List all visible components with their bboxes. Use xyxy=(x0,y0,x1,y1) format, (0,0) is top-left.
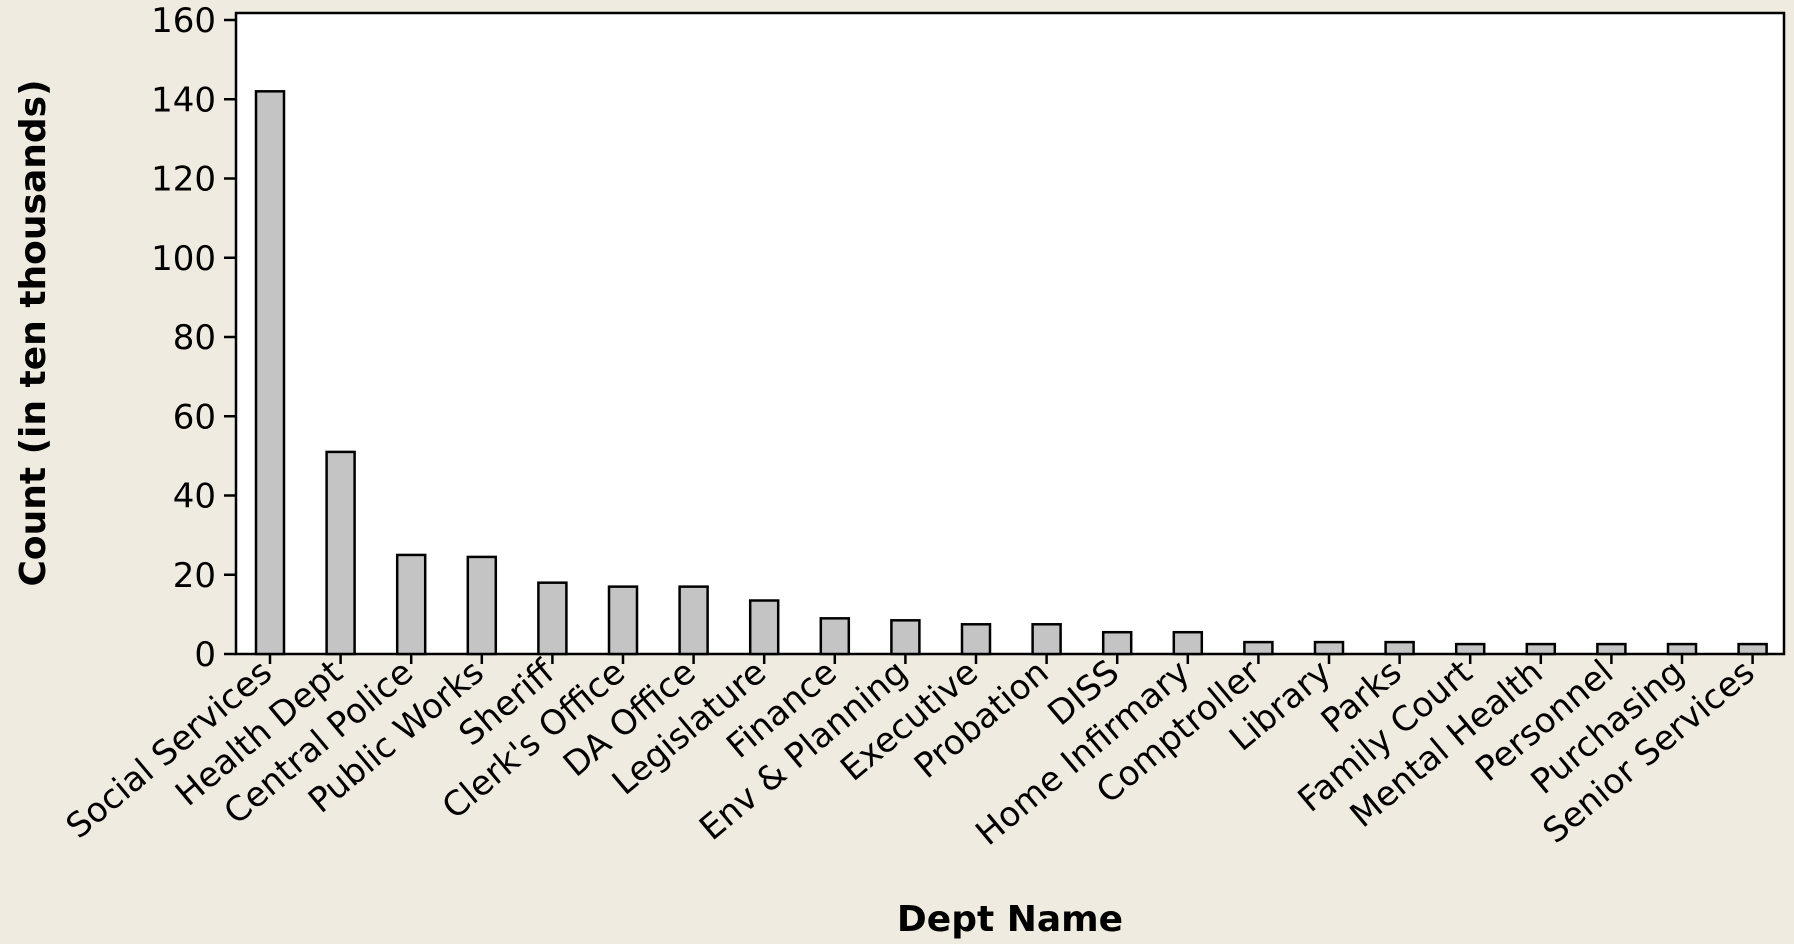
bar xyxy=(1737,642,1768,656)
bar xyxy=(607,585,639,656)
bar xyxy=(890,619,921,656)
y-tick-label: 120 xyxy=(151,160,216,200)
y-tick-label: 0 xyxy=(194,635,216,675)
bar xyxy=(1666,642,1698,656)
bar xyxy=(819,617,851,656)
bar xyxy=(1384,640,1415,656)
bar xyxy=(466,555,498,656)
y-tick-label: 60 xyxy=(173,397,216,437)
y-tick-label: 20 xyxy=(173,556,216,596)
bar xyxy=(1596,642,1627,656)
y-axis: 0 20 40 60 80 100 120 140 160 xyxy=(151,1,236,675)
bar xyxy=(1031,623,1062,656)
y-tick-label: 80 xyxy=(173,318,216,358)
y-tick-label: 100 xyxy=(151,239,216,279)
y-tick-label: 140 xyxy=(151,80,216,120)
bar xyxy=(960,623,992,656)
plot-area xyxy=(234,11,1786,656)
y-tick-label: 160 xyxy=(151,1,216,41)
bar xyxy=(325,450,356,656)
bar xyxy=(1243,640,1274,656)
x-axis-title: Dept Name xyxy=(897,899,1123,939)
bar xyxy=(678,585,709,656)
bar xyxy=(395,553,427,656)
bar xyxy=(1313,640,1345,656)
bar xyxy=(254,90,286,656)
bar xyxy=(748,599,780,656)
y-tick-label: 40 xyxy=(173,477,216,517)
bar xyxy=(1172,630,1204,656)
bar xyxy=(537,581,568,656)
bar xyxy=(1454,642,1486,656)
y-axis-title: Count (in ten thousands) xyxy=(13,79,54,586)
bar xyxy=(1525,642,1557,656)
bar xyxy=(1101,630,1133,656)
